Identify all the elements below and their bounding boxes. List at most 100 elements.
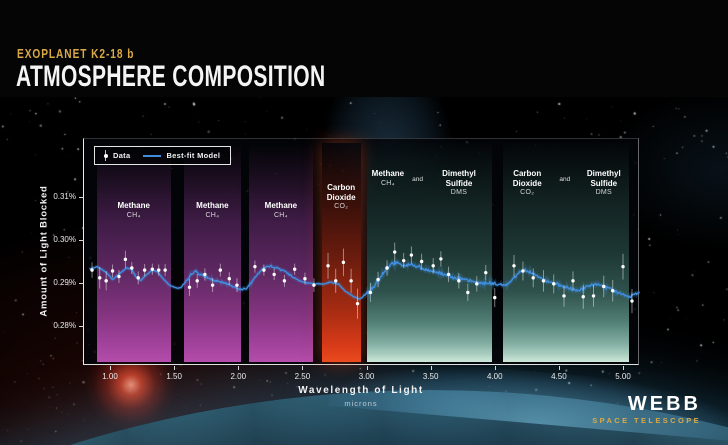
data-point xyxy=(541,279,546,283)
x-tick-mark xyxy=(623,366,624,370)
y-tick-label: 0.29% xyxy=(53,278,76,287)
data-point xyxy=(457,279,461,283)
data-point xyxy=(142,268,147,272)
data-point xyxy=(571,279,575,283)
data-point xyxy=(401,258,406,263)
webb-logo-name: WEBB xyxy=(627,393,701,415)
data-point xyxy=(203,272,207,277)
data-point-icon xyxy=(103,150,108,161)
data-point xyxy=(303,277,307,281)
data-point xyxy=(355,301,360,306)
x-tick-mark xyxy=(174,366,176,370)
best-fit-model-line xyxy=(89,260,640,300)
x-tick-label: 3.00 xyxy=(358,372,375,381)
band-label: Methane CH₄ and Dimethyl Sulfide DMS xyxy=(367,169,491,198)
x-tick-label: 3.50 xyxy=(422,372,439,381)
data-point xyxy=(439,257,443,261)
data-point xyxy=(562,294,566,298)
molecule-label: Methane CH₄ xyxy=(196,201,229,219)
data-point xyxy=(591,294,596,298)
y-tick-mark xyxy=(79,197,84,198)
x-tick-label: 2.00 xyxy=(230,372,247,381)
x-tick-label: 2.50 xyxy=(294,372,311,381)
data-point xyxy=(262,268,266,272)
data-point xyxy=(446,272,451,277)
legend-data-label: Data xyxy=(113,151,131,160)
x-tick-mark xyxy=(238,366,240,370)
data-point xyxy=(581,295,585,299)
data-point xyxy=(253,264,257,269)
header: EXOPLANET K2-18 b ATMOSPHERE COMPOSITION xyxy=(0,0,728,97)
data-point xyxy=(123,257,128,262)
x-tick-label: 4.00 xyxy=(486,372,503,381)
data-point xyxy=(419,259,424,264)
data-point xyxy=(150,267,155,271)
y-tick-mark xyxy=(79,326,84,327)
best-fit-model-glow xyxy=(88,256,640,302)
data-point xyxy=(90,268,94,272)
data-point xyxy=(368,290,373,295)
exoplanet-name: EXOPLANET K2-18 b xyxy=(17,46,135,61)
x-tick-mark xyxy=(302,366,304,370)
data-point xyxy=(104,279,108,283)
webb-logo: WEBB SPACE TELESCOPE xyxy=(592,394,701,425)
molecule-label: Dimethyl Sulfide DMS xyxy=(586,169,621,197)
band-label: Methane CH₄ xyxy=(97,201,171,220)
absorption-band-methane-1: Methane CH₄ xyxy=(96,143,171,362)
absorption-band-carbon-dioxide-dms: Carbon Dioxide CO₂ and Dimethyl Sulfide DMS xyxy=(503,143,630,362)
data-point xyxy=(376,277,380,282)
absorption-band-carbon-dioxide: Carbon Dioxide CO₂ xyxy=(321,143,361,362)
data-point xyxy=(466,290,470,295)
data-point xyxy=(235,283,239,287)
x-tick-mark xyxy=(494,366,496,370)
model-line-icon xyxy=(143,154,162,157)
data-point xyxy=(272,272,276,277)
data-point xyxy=(431,264,435,268)
data-point xyxy=(312,283,316,287)
data-point xyxy=(393,250,397,254)
data-point xyxy=(282,279,287,283)
data-point xyxy=(409,253,414,257)
data-point xyxy=(157,268,161,272)
data-point xyxy=(227,277,231,281)
band-label-joiner: and xyxy=(412,176,423,183)
y-tick-label: 0.28% xyxy=(53,321,76,330)
legend-item-data: Data xyxy=(103,150,130,161)
band-label-joiner: and xyxy=(559,176,571,183)
data-point xyxy=(130,266,134,270)
y-tick-mark xyxy=(79,240,84,241)
molecule-label: Dimethyl Sulfide DMS xyxy=(442,169,476,197)
molecule-label: Methane CH₄ xyxy=(117,201,150,219)
data-point xyxy=(621,264,625,269)
data-point xyxy=(349,279,353,283)
data-point xyxy=(292,267,297,271)
x-tick-label: 1.50 xyxy=(166,372,182,381)
absorption-band-methane-dms: Methane CH₄ and Dimethyl Sulfide DMS xyxy=(367,143,492,362)
data-point xyxy=(602,284,606,289)
legend-item-model: Best-fit Model xyxy=(143,151,220,160)
chart-legend: Data Best-fit Model xyxy=(94,146,232,165)
x-tick-mark xyxy=(366,366,368,370)
x-tick-label: 4.50 xyxy=(551,372,567,381)
data-point xyxy=(117,274,121,279)
data-point xyxy=(531,276,535,280)
y-axis-title: Amount of Light Blocked xyxy=(38,185,50,317)
band-label: Carbon Dioxide CO₂ xyxy=(322,183,361,212)
molecule-label: Carbon Dioxide CO₂ xyxy=(512,169,542,197)
y-tick-label: 0.31% xyxy=(53,192,76,201)
x-axis-unit: microns xyxy=(344,399,378,408)
data-point xyxy=(187,285,192,289)
data-point xyxy=(385,266,389,270)
data-point xyxy=(341,260,346,265)
molecule-label: Methane CH₄ xyxy=(371,169,405,187)
molecule-label: Methane CH₄ xyxy=(264,201,298,219)
data-point xyxy=(611,289,615,293)
data-point xyxy=(521,269,525,273)
x-tick-mark xyxy=(558,366,560,370)
x-axis-title: Wavelength of Light xyxy=(298,385,424,396)
x-tick-mark xyxy=(430,366,432,370)
band-label: Carbon Dioxide CO₂ and Dimethyl Sulfide DMS xyxy=(503,169,629,198)
data-point xyxy=(210,283,215,287)
data-point xyxy=(326,264,330,268)
